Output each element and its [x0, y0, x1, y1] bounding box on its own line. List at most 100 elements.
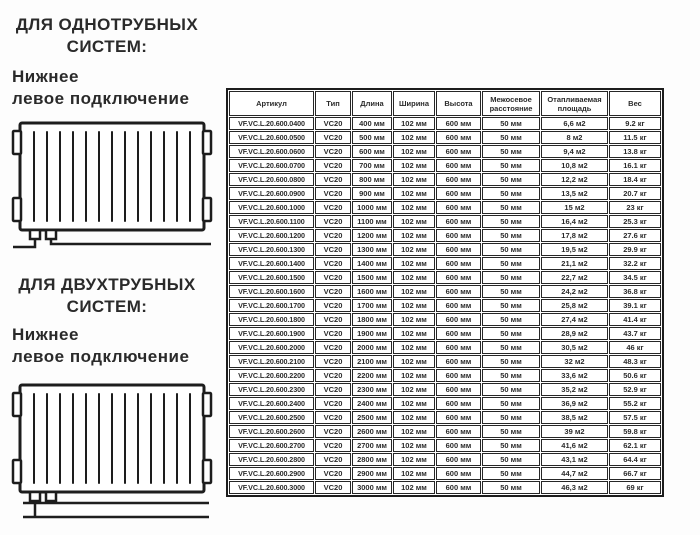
table-cell: 50 мм — [482, 285, 540, 298]
table-cell: 64.4 кг — [609, 453, 661, 466]
table-cell: 52.9 кг — [609, 383, 661, 396]
table-cell: VF.VC.L.20.600.2700 — [229, 439, 314, 452]
table-cell: VC20 — [315, 327, 351, 340]
table-row: VF.VC.L.20.600.2600 VC20 2600 мм 102 мм 600 … — [229, 425, 661, 438]
table-row: VF.VC.L.20.600.1500 VC20 1500 мм 102 мм 600 … — [229, 271, 661, 284]
table-row: VF.VC.L.20.600.3000 VC20 3000 мм 102 мм 600 … — [229, 481, 661, 494]
table-cell: 102 мм — [393, 453, 435, 466]
table-cell: 50 мм — [482, 229, 540, 242]
table-cell: 39.1 кг — [609, 299, 661, 312]
table-row: VF.VC.L.20.600.1200 VC20 1200 мм 102 мм 600 … — [229, 229, 661, 242]
table-cell: VF.VC.L.20.600.2900 — [229, 467, 314, 480]
table-row: VF.VC.L.20.600.1300 VC20 1300 мм 102 мм 600 … — [229, 243, 661, 256]
table-cell: 2600 мм — [352, 425, 392, 438]
table-cell: 400 мм — [352, 117, 392, 130]
spec-table-wrap: Артикул Тип Длина Ширина Высота Межосевое рас… — [226, 88, 664, 497]
table-cell: VC20 — [315, 439, 351, 452]
table-cell: 102 мм — [393, 243, 435, 256]
column-header: Артикул — [229, 91, 314, 116]
table-cell: 43,1 м2 — [541, 453, 608, 466]
table-cell: 19,5 м2 — [541, 243, 608, 256]
table-cell: 36.8 кг — [609, 285, 661, 298]
table-row: VF.VC.L.20.600.2500 VC20 2500 мм 102 мм 600 … — [229, 411, 661, 424]
table-cell: 25.3 кг — [609, 215, 661, 228]
table-cell: VF.VC.L.20.600.2600 — [229, 425, 314, 438]
table-cell: 600 мм — [436, 187, 481, 200]
table-cell: VC20 — [315, 355, 351, 368]
table-cell: 1700 мм — [352, 299, 392, 312]
table-cell: VF.VC.L.20.600.0900 — [229, 187, 314, 200]
table-cell: 102 мм — [393, 355, 435, 368]
column-header: Тип — [315, 91, 351, 116]
table-cell: VC20 — [315, 397, 351, 410]
table-cell: 66.7 кг — [609, 467, 661, 480]
table-cell: 21,1 м2 — [541, 257, 608, 270]
table-cell: 102 мм — [393, 229, 435, 242]
table-cell: 600 мм — [436, 243, 481, 256]
table-cell: VF.VC.L.20.600.2300 — [229, 383, 314, 396]
table-cell: 600 мм — [436, 383, 481, 396]
table-cell: 600 мм — [436, 327, 481, 340]
table-cell: 102 мм — [393, 187, 435, 200]
table-row: VF.VC.L.20.600.0500 VC20 500 мм 102 мм 600 м… — [229, 131, 661, 144]
table-cell: 22,7 м2 — [541, 271, 608, 284]
table-cell: 600 мм — [436, 215, 481, 228]
table-cell: 600 мм — [436, 341, 481, 354]
table-row: VF.VC.L.20.600.0900 VC20 900 мм 102 мм 600 м… — [229, 187, 661, 200]
table-cell: 1500 мм — [352, 271, 392, 284]
table-cell: 600 мм — [436, 229, 481, 242]
table-cell: 8 м2 — [541, 131, 608, 144]
table-cell: 11.5 кг — [609, 131, 661, 144]
table-cell: 2900 мм — [352, 467, 392, 480]
table-cell: 600 мм — [436, 467, 481, 480]
table-cell: 44,7 м2 — [541, 467, 608, 480]
table-cell: 50 мм — [482, 327, 540, 340]
table-row: VF.VC.L.20.600.0800 VC20 800 мм 102 мм 600 м… — [229, 173, 661, 186]
table-cell: 29.9 кг — [609, 243, 661, 256]
table-cell: VC20 — [315, 187, 351, 200]
table-cell: VF.VC.L.20.600.0400 — [229, 117, 314, 130]
table-cell: 50 мм — [482, 313, 540, 326]
table-cell: VC20 — [315, 411, 351, 424]
table-row: VF.VC.L.20.600.2300 VC20 2300 мм 102 мм 600 … — [229, 383, 661, 396]
table-cell: 1400 мм — [352, 257, 392, 270]
table-cell: 600 мм — [436, 397, 481, 410]
column-header: Вес — [609, 91, 661, 116]
table-cell: 69 кг — [609, 481, 661, 494]
table-cell: 102 мм — [393, 201, 435, 214]
table-cell: VF.VC.L.20.600.2200 — [229, 369, 314, 382]
table-cell: 50 мм — [482, 467, 540, 480]
two-pipe-connection-label: Нижнее левое подключение — [12, 325, 190, 366]
table-cell: 600 мм — [436, 131, 481, 144]
table-cell: 59.8 кг — [609, 425, 661, 438]
table-cell: 600 мм — [436, 313, 481, 326]
table-cell: VC20 — [315, 201, 351, 214]
table-cell: VC20 — [315, 145, 351, 158]
table-cell: 50 мм — [482, 397, 540, 410]
table-cell: 600 мм — [436, 355, 481, 368]
table-row: VF.VC.L.20.600.2200 VC20 2200 мм 102 мм 600 … — [229, 369, 661, 382]
table-cell: 102 мм — [393, 215, 435, 228]
table-cell: 43.7 кг — [609, 327, 661, 340]
table-cell: 50 мм — [482, 425, 540, 438]
table-cell: 102 мм — [393, 425, 435, 438]
table-cell: 50 мм — [482, 369, 540, 382]
table-cell: 700 мм — [352, 159, 392, 172]
table-cell: 50 мм — [482, 159, 540, 172]
table-cell: 102 мм — [393, 131, 435, 144]
table-cell: 32 м2 — [541, 355, 608, 368]
table-cell: 50 мм — [482, 257, 540, 270]
single-pipe-radiator-diagram — [11, 121, 213, 249]
table-cell: 600 мм — [436, 411, 481, 424]
left-panel: ДЛЯ ОДНОТРУБНЫХ СИСТЕМ: Нижнее левое под… — [0, 0, 218, 535]
table-cell: 27.6 кг — [609, 229, 661, 242]
table-cell: 2200 мм — [352, 369, 392, 382]
table-cell: 50 мм — [482, 187, 540, 200]
column-header: Ширина — [393, 91, 435, 116]
table-cell: 2400 мм — [352, 397, 392, 410]
table-cell: 102 мм — [393, 397, 435, 410]
table-cell: 102 мм — [393, 299, 435, 312]
table-cell: VC20 — [315, 215, 351, 228]
single-pipe-section-title: ДЛЯ ОДНОТРУБНЫХ СИСТЕМ: — [15, 15, 199, 56]
table-row: VF.VC.L.20.600.2700 VC20 2700 мм 102 мм 600 … — [229, 439, 661, 452]
